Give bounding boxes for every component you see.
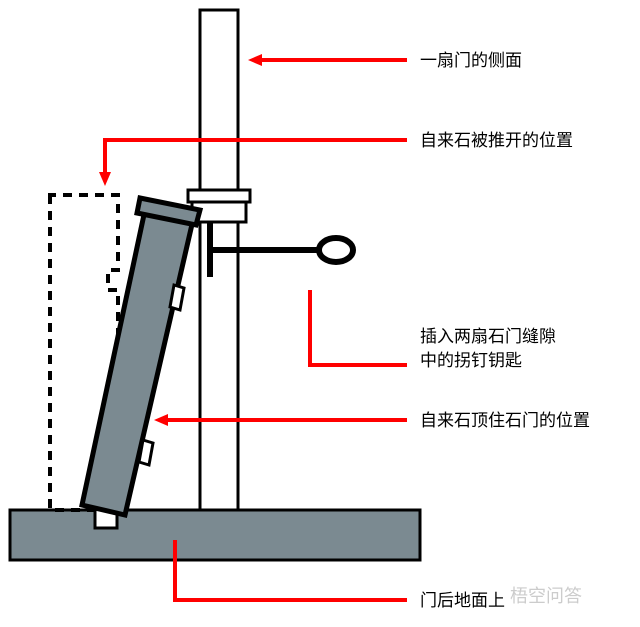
label-3: 插入两扇石门缝隙 中的拐钉钥匙 xyxy=(420,325,556,373)
ground-slab xyxy=(10,510,420,560)
arrow-2-vline xyxy=(103,138,107,174)
watermark-text: 梧空问答 xyxy=(510,582,582,608)
label-2: 自来石被推开的位置 xyxy=(420,129,573,153)
arrow-5-hline xyxy=(173,598,407,602)
arrow-4-head xyxy=(154,414,168,426)
arrow-4-line xyxy=(168,418,407,422)
arrow-1-line xyxy=(262,58,407,62)
arrow-2-head xyxy=(99,172,111,186)
arrow-1-head xyxy=(248,54,262,66)
label-4: 自来石顶住石门的位置 xyxy=(420,409,590,433)
arrow-3-vline xyxy=(308,290,312,367)
arrow-3-hline xyxy=(308,363,407,367)
diagram-canvas xyxy=(0,0,640,627)
label-5: 门后地面上 xyxy=(420,589,505,613)
arrow-5-vline xyxy=(173,540,177,602)
door-bracket-cap xyxy=(188,190,250,202)
arrow-2-hline xyxy=(105,138,407,142)
label-1: 一扇门的侧面 xyxy=(420,49,522,73)
stone-leaning xyxy=(82,198,200,515)
door-side xyxy=(200,10,238,510)
